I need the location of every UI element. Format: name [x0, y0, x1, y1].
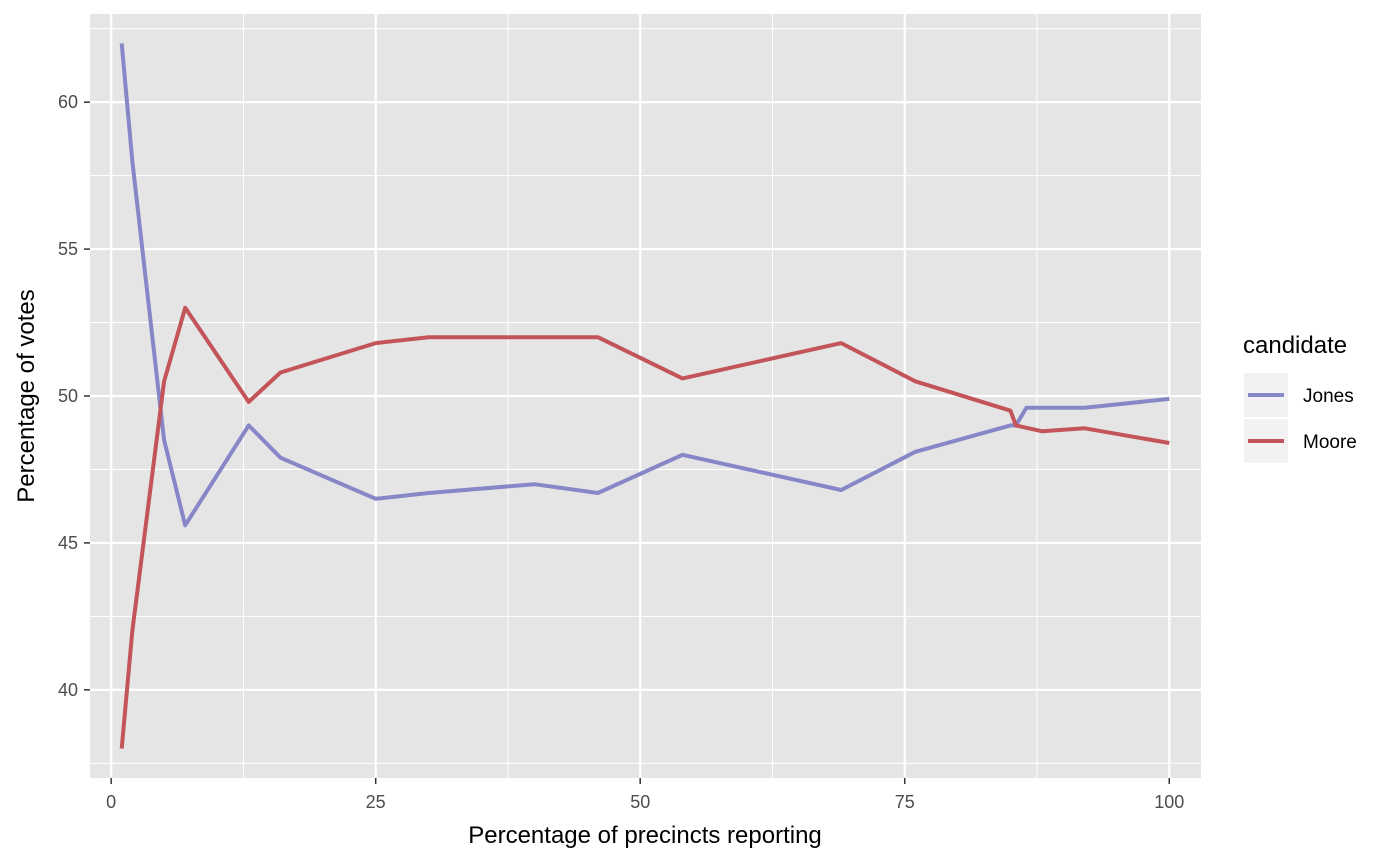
y-tick-label: 50 — [58, 386, 78, 406]
y-tick-label: 60 — [58, 92, 78, 112]
y-tick-label: 40 — [58, 680, 78, 700]
major-gridlines — [90, 14, 1201, 778]
x-axis: 0 25 50 75 100 — [106, 778, 1184, 812]
series-line-jones — [119, 43, 1170, 528]
series-line-moore — [119, 305, 1170, 749]
series-lines — [119, 43, 1170, 749]
y-tick-label: 55 — [58, 239, 78, 259]
y-axis: 40 45 50 55 60 — [58, 92, 90, 700]
legend: candidate Jones Moore — [1243, 332, 1357, 463]
x-tick-label: 75 — [895, 792, 915, 812]
x-tick-label: 100 — [1154, 792, 1184, 812]
legend-label-moore: Moore — [1303, 432, 1357, 453]
x-tick-label: 0 — [106, 792, 116, 812]
y-axis-title: Percentage of votes — [13, 289, 40, 502]
x-axis-title: Percentage of precincts reporting — [468, 822, 822, 849]
x-tick-label: 25 — [366, 792, 386, 812]
x-tick-label: 50 — [630, 792, 650, 812]
y-tick-label: 45 — [58, 533, 78, 553]
legend-label-jones: Jones — [1303, 386, 1354, 407]
legend-title: candidate — [1243, 332, 1347, 359]
